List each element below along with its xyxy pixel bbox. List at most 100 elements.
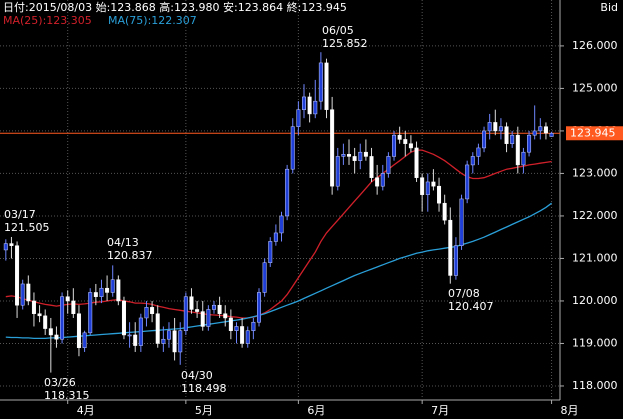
candle-body (414, 147, 419, 178)
y-tick-label: 123.000 (572, 166, 618, 179)
candle-body (144, 307, 149, 319)
candle-body (341, 154, 346, 157)
y-tick-label: 126.000 (572, 39, 618, 52)
candle-body (318, 62, 323, 102)
current-price-label: 123.945 (570, 126, 616, 139)
candle-body (431, 181, 436, 187)
candle-body (257, 292, 261, 323)
candle-body (324, 62, 329, 110)
candle-body (217, 304, 222, 314)
candle-body (71, 300, 76, 314)
candle-body (437, 185, 442, 204)
candle-body (279, 215, 284, 234)
candle-body (307, 96, 312, 115)
candle-body (465, 164, 470, 200)
x-tick-label: 5月 (195, 404, 213, 417)
candle-body (498, 126, 503, 132)
candle-body (262, 262, 267, 293)
annotation-date: 04/30 (181, 369, 213, 382)
candle-body (386, 156, 391, 174)
y-tick-label: 125.000 (572, 81, 618, 94)
candle-body (76, 313, 81, 348)
candle-body (420, 177, 425, 195)
annotation-price: 121.505 (4, 221, 50, 234)
candle-body (43, 315, 48, 329)
candle-body (166, 330, 171, 340)
candle-body (121, 300, 126, 336)
candle-body (504, 126, 509, 144)
candle-body (178, 330, 183, 353)
y-tick-label: 119.000 (572, 336, 618, 349)
candle-body (161, 338, 166, 344)
candle-body (82, 332, 87, 348)
candle-body (375, 177, 380, 187)
candle-body (392, 134, 397, 157)
candle-body (183, 296, 188, 331)
x-tick-label: 7月 (431, 404, 449, 417)
candle-body (515, 134, 520, 166)
candle-body (363, 151, 368, 157)
candle-body (538, 126, 543, 132)
candle-body (60, 296, 65, 340)
annotation-date: 06/05 (322, 24, 354, 37)
candle-body (189, 296, 194, 310)
legend-ma25: MA(25):123.305 (3, 14, 92, 27)
candle-body (285, 168, 290, 217)
candle-body (347, 154, 352, 157)
candle-body (352, 156, 357, 161)
annotation-price: 125.852 (322, 37, 368, 50)
candle-body (26, 283, 31, 302)
candle-body (290, 126, 295, 170)
candle-body (358, 151, 363, 161)
candle-body (155, 313, 160, 344)
candle-body (380, 173, 385, 187)
candle-body (65, 296, 70, 302)
candle-body (105, 287, 110, 293)
candle-body (403, 139, 408, 144)
candle-body (369, 156, 374, 178)
candle-body (296, 109, 301, 127)
candle-body (93, 292, 98, 297)
candle-body (37, 313, 42, 317)
current-price-box (566, 126, 623, 141)
candle-body (543, 126, 548, 134)
candle-body (397, 134, 402, 140)
candle-body (313, 100, 318, 115)
annotation-date: 03/26 (44, 376, 76, 389)
candle-body (459, 198, 464, 246)
candle-body (110, 279, 115, 293)
candle-body (425, 181, 430, 195)
legend-ma75: MA(75):122.307 (108, 14, 197, 27)
candle-body (549, 133, 554, 137)
annotation-price: 118.315 (44, 389, 90, 402)
candle-body (510, 134, 515, 144)
candle-body (211, 304, 216, 310)
candle-body (20, 283, 25, 306)
candle-body (453, 245, 458, 276)
candle-body (251, 321, 256, 331)
y-tick-label: 121.000 (572, 251, 618, 264)
candle-body (476, 147, 481, 157)
candle-body (127, 334, 132, 337)
y-tick-label: 122.000 (572, 209, 618, 222)
candle-body (200, 311, 205, 327)
chart-title: 日付:2015/08/03 始:123.868 高:123.980 安:123.… (3, 0, 347, 14)
candle-body (223, 313, 228, 319)
candle-body (470, 156, 475, 166)
candle-body (99, 287, 104, 297)
candle-body (138, 317, 143, 346)
annotation-price: 120.407 (448, 300, 494, 313)
candle-body (240, 326, 245, 344)
candle-body (88, 292, 93, 334)
candle-body (273, 232, 278, 242)
candle-body (172, 330, 177, 353)
y-tick-label: 120.000 (572, 294, 618, 307)
candle-body (330, 109, 335, 187)
candle-body (54, 334, 59, 340)
candle-body (482, 130, 487, 149)
candle-body (493, 122, 498, 132)
candle-body (302, 96, 306, 110)
